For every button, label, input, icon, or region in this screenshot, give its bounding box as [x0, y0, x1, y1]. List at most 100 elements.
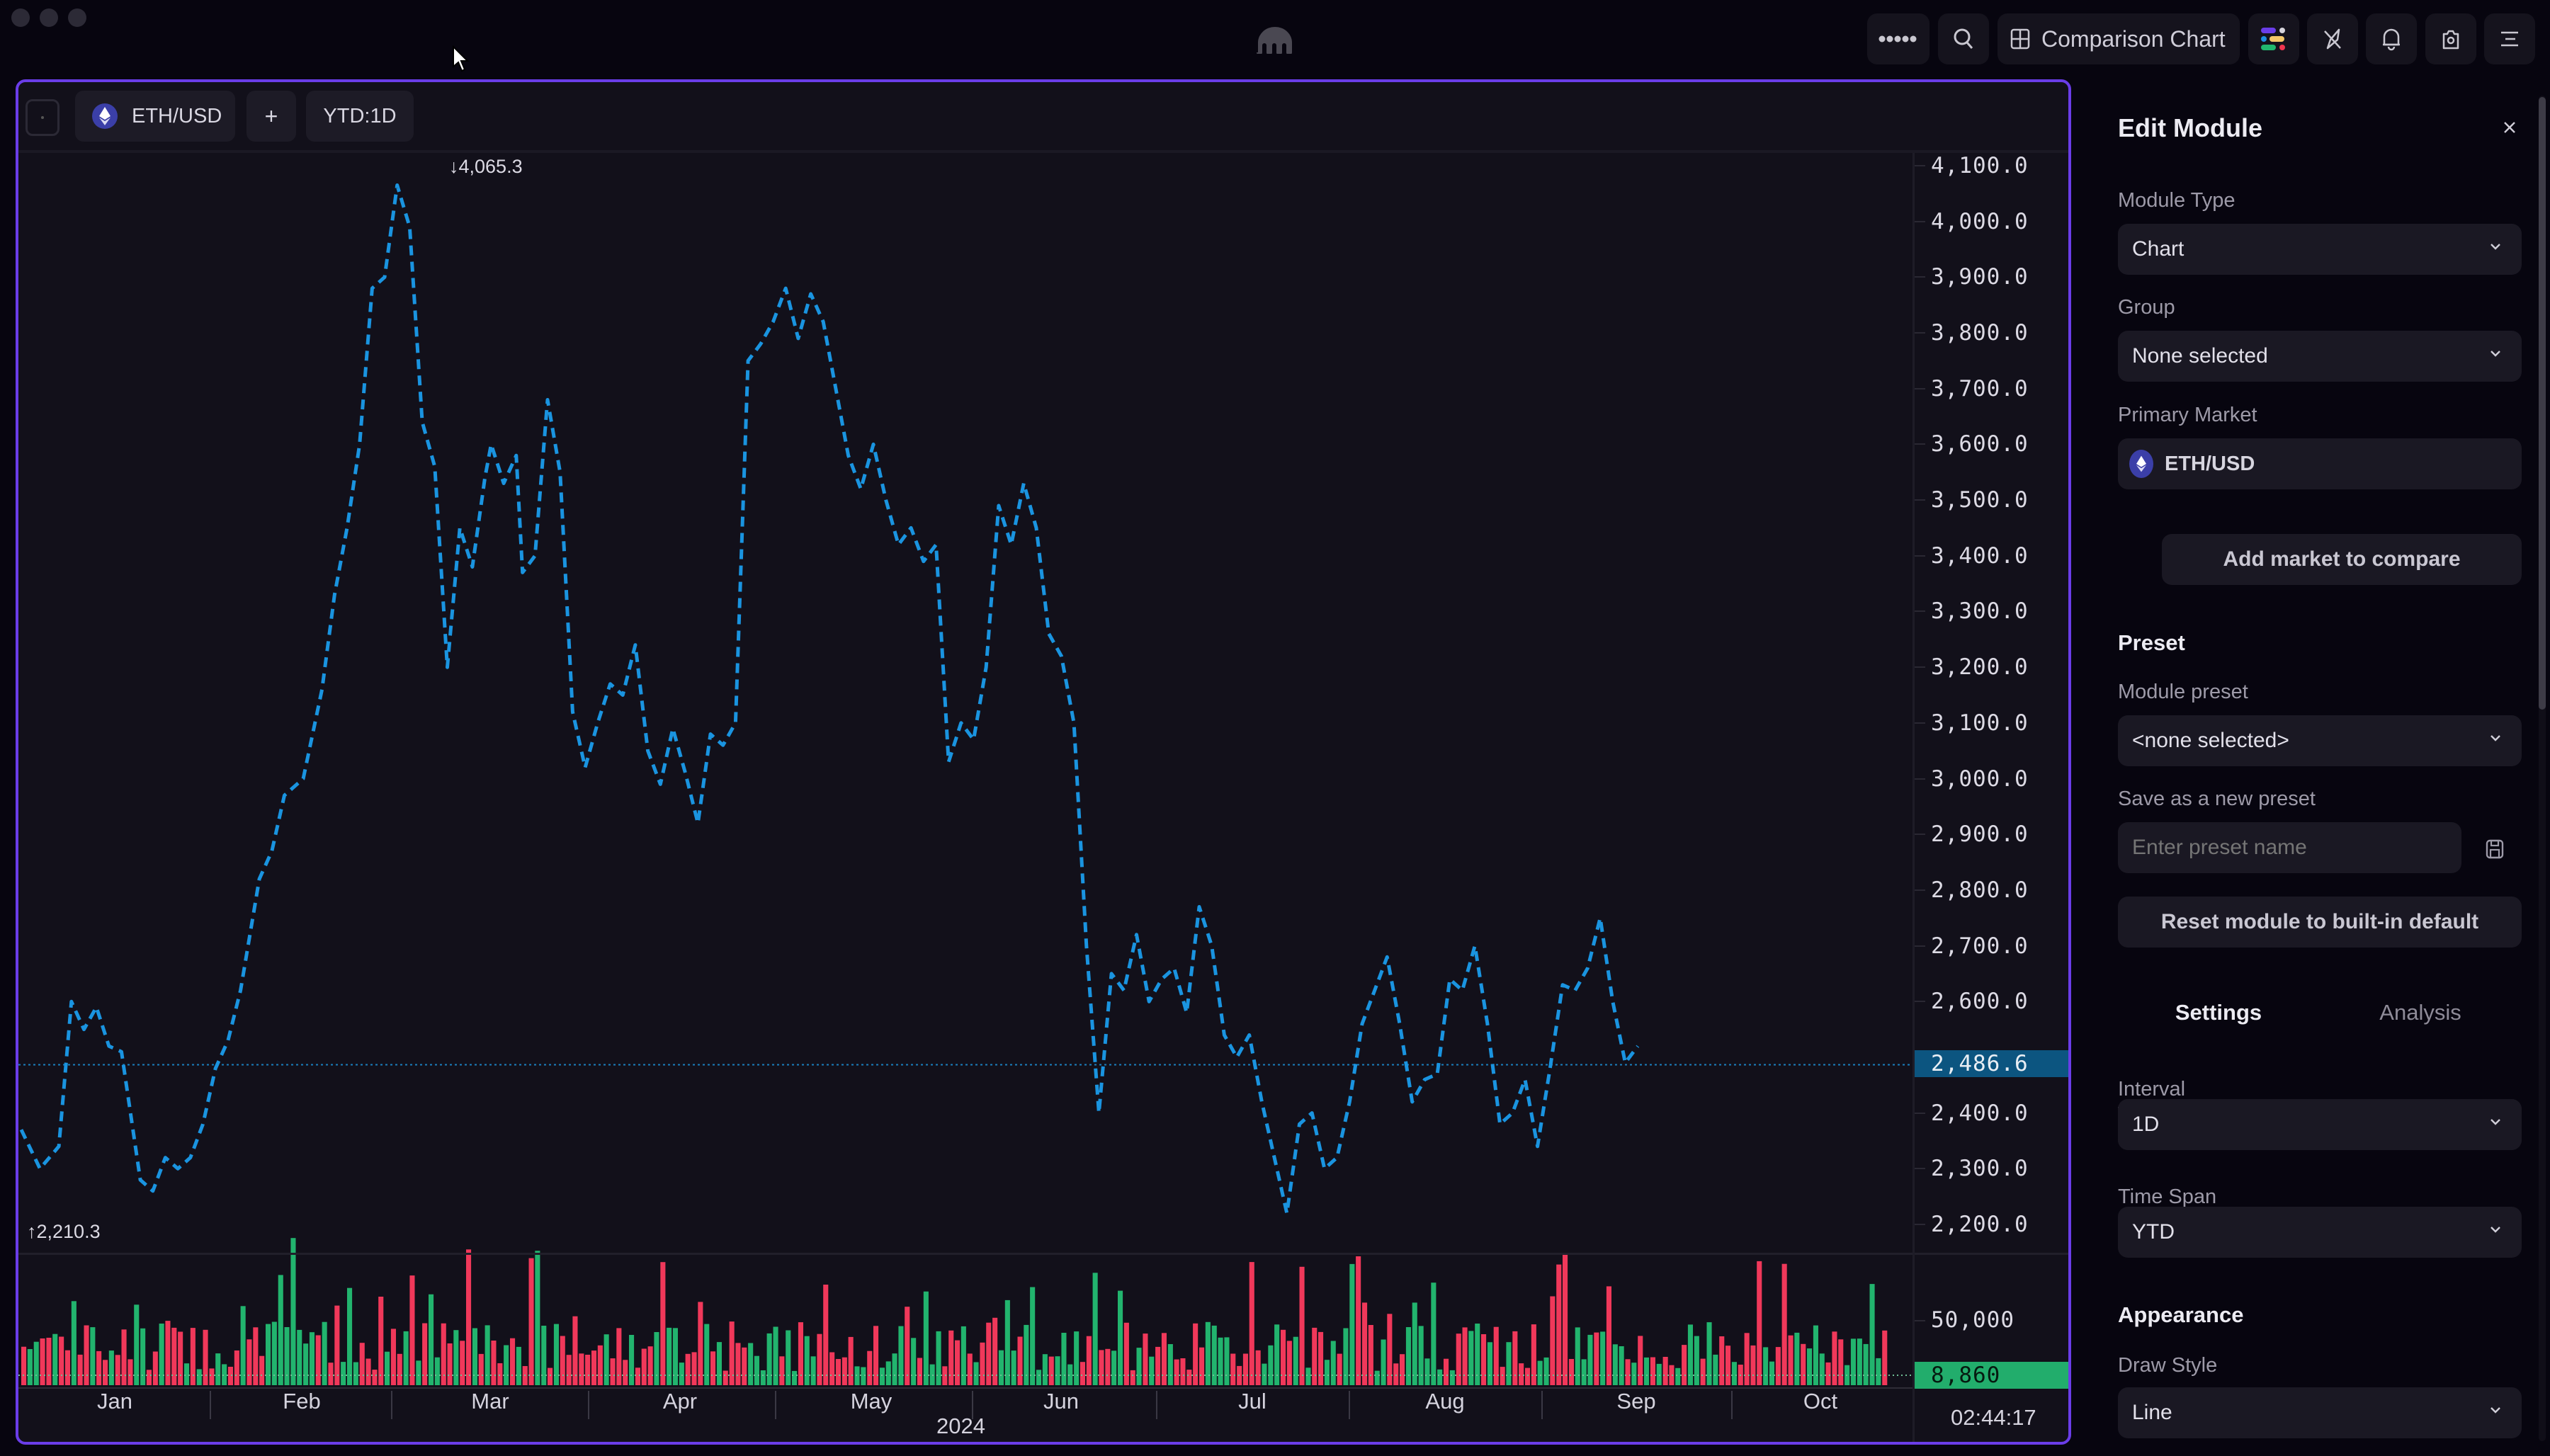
range-chip[interactable]: YTD:1D [306, 91, 414, 142]
edit-module-panel: Edit Module Module Type Chart Group None… [2097, 79, 2522, 1456]
time-tick [1349, 1391, 1350, 1419]
price-tick-label: 3,500.0 [1931, 487, 2029, 513]
price-tick [1915, 220, 1925, 222]
primary-market-field[interactable]: ETH/USD [2118, 438, 2522, 489]
interval-select[interactable]: 1D [2118, 1099, 2522, 1150]
price-tick [1915, 387, 1925, 389]
price-tick-label: 2,700.0 [1931, 933, 2029, 959]
tab-settings[interactable]: Settings [2175, 1000, 2262, 1025]
notifications-button[interactable] [2366, 13, 2417, 64]
price-tick-label: 2,800.0 [1931, 877, 2029, 903]
screenshot-button[interactable] [2425, 13, 2476, 64]
layout-name: Comparison Chart [2041, 25, 2226, 52]
appearance-section-title: Appearance [2118, 1302, 2244, 1327]
market-chip[interactable]: ETH/USD [75, 91, 235, 142]
price-tick [1915, 945, 1925, 947]
price-tick [1915, 722, 1925, 724]
time-tick [1156, 1391, 1157, 1419]
last-price-value: 2,486.6 [1931, 1051, 2029, 1076]
draw-style-label: Draw Style [2118, 1354, 2218, 1377]
time-tick [1541, 1391, 1543, 1419]
search-button[interactable] [1938, 13, 1989, 64]
interval-value: 1D [2132, 1113, 2160, 1136]
chart-module: ETH/USD + YTD:1D 4,100.0 4,000.0 3,900.0 3,… [16, 79, 2071, 1445]
price-tick [1915, 778, 1925, 780]
module-handle-button[interactable] [26, 99, 60, 136]
more-dots-button[interactable] [1867, 13, 1930, 64]
volume-axis-label: 50,000 [1931, 1307, 2014, 1333]
price-tick [1915, 276, 1925, 278]
low-label: ↑2,210.3 [27, 1221, 101, 1242]
time-axis-border [18, 1387, 1912, 1389]
close-icon[interactable] [2503, 120, 2517, 135]
primary-market-value: ETH/USD [2165, 452, 2255, 475]
time-span-select[interactable]: YTD [2118, 1207, 2522, 1258]
draw-style-value: Line [2132, 1401, 2172, 1424]
price-tick-label: 4,000.0 [1931, 208, 2029, 234]
last-price-badge: 2,486.6 [1915, 1050, 2068, 1077]
dots-icon [1878, 35, 1917, 42]
panel-scrollbar-thumb[interactable] [2539, 97, 2546, 710]
clock-label: 02:44:17 [1951, 1405, 2036, 1430]
volume-pane-divider [18, 1253, 1912, 1255]
price-tick-label: 3,400.0 [1931, 542, 2029, 569]
window-close-button[interactable] [11, 8, 30, 27]
window-zoom-button[interactable] [68, 8, 86, 27]
draw-style-select[interactable]: Line [2118, 1387, 2522, 1438]
rocket-muted-icon [2324, 28, 2341, 50]
module-type-label: Module Type [2118, 189, 2236, 212]
price-tick-label: 2,400.0 [1931, 1100, 2029, 1126]
price-tick [1915, 499, 1925, 501]
bell-icon [2383, 28, 2400, 51]
save-preset-label: Save as a new preset [2118, 787, 2316, 810]
module-type-select[interactable]: Chart [2118, 224, 2522, 275]
time-tick [391, 1391, 392, 1419]
price-tick-label: 3,800.0 [1931, 320, 2029, 346]
market-chip-label: ETH/USD [132, 104, 222, 127]
chevron-down-icon [2490, 1407, 2500, 1414]
camera-icon [2442, 30, 2459, 50]
window-minimize-button[interactable] [40, 8, 58, 27]
axis-divider [1915, 1253, 2068, 1255]
price-chart-plot[interactable] [18, 82, 2068, 1442]
chevron-down-icon [2490, 735, 2500, 741]
save-disk-icon[interactable] [2486, 839, 2504, 859]
preset-name-input[interactable] [2118, 822, 2461, 873]
layout-button[interactable]: Comparison Chart [1998, 13, 2240, 64]
tab-analysis[interactable]: Analysis [2379, 1000, 2461, 1025]
time-tick [972, 1391, 973, 1419]
chevron-down-icon [2490, 1119, 2500, 1125]
preset-section-title: Preset [2118, 630, 2185, 655]
mute-button[interactable] [2307, 13, 2358, 64]
time-tick-label: Mar [471, 1389, 509, 1414]
reset-module-button[interactable]: Reset module to built-in default [2118, 897, 2522, 948]
menu-button[interactable] [2484, 13, 2535, 64]
add-market-button[interactable]: + [246, 91, 296, 142]
time-tick [1731, 1391, 1733, 1419]
add-market-compare-button[interactable]: Add market to compare [2162, 534, 2522, 585]
price-tick [1915, 1112, 1925, 1114]
last-volume-badge: 8,860 [1915, 1362, 2068, 1389]
interval-label: Interval [2118, 1078, 2186, 1100]
price-tick-label: 4,100.0 [1931, 153, 2029, 178]
chevron-down-icon [2490, 1227, 2500, 1233]
modules-button[interactable] [2248, 13, 2299, 64]
menu-icon [2501, 31, 2518, 47]
price-tick-label: 2,200.0 [1931, 1212, 2029, 1237]
price-tick [1915, 332, 1925, 334]
time-tick-label: Aug [1425, 1389, 1465, 1414]
time-tick-label: Apr [662, 1389, 698, 1414]
module-preset-select[interactable]: <none selected> [2118, 715, 2522, 766]
time-span-value: YTD [2132, 1220, 2175, 1244]
last-volume-value: 8,860 [1931, 1363, 2001, 1388]
time-span-label: Time Span [2118, 1185, 2217, 1208]
price-axis-border [1912, 153, 1915, 1442]
panel-scrollbar-track[interactable] [2539, 96, 2546, 1441]
time-tick-label: Sep [1616, 1389, 1656, 1414]
price-tick [1915, 554, 1925, 557]
time-tick-label: Feb [283, 1389, 321, 1414]
kraken-logo-icon [1257, 27, 1292, 54]
price-tick [1915, 834, 1925, 836]
panel-title: Edit Module [2118, 113, 2262, 142]
group-select[interactable]: None selected [2118, 331, 2522, 382]
